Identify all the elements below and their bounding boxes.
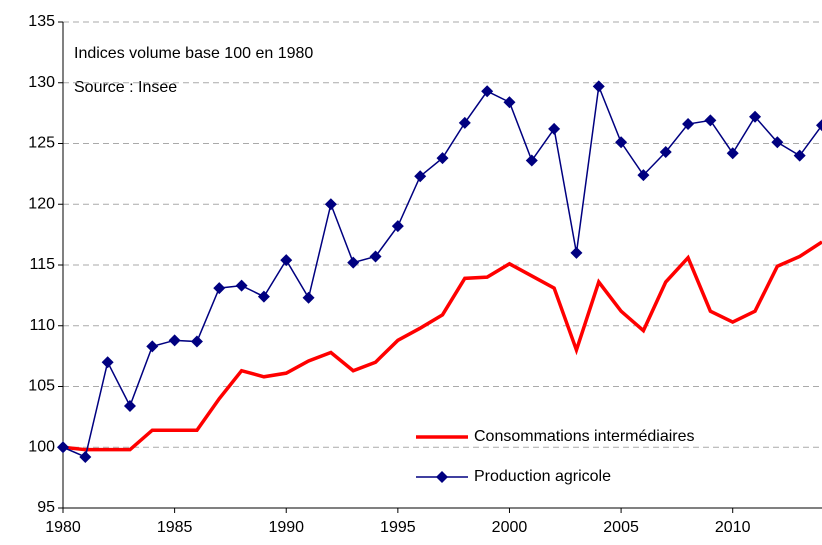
x-tick-label: 2000 <box>492 519 528 536</box>
legend-label: Consommations intermédiaires <box>474 428 695 445</box>
marker <box>592 80 605 93</box>
marker <box>704 114 717 127</box>
marker <box>235 279 248 292</box>
y-tick-label: 95 <box>37 499 55 516</box>
marker <box>324 198 337 211</box>
y-tick-label: 135 <box>28 13 55 30</box>
y-tick-label: 120 <box>28 195 55 212</box>
marker <box>793 149 806 162</box>
marker <box>659 146 672 159</box>
marker <box>682 118 695 131</box>
marker <box>525 154 538 167</box>
x-tick-label: 1985 <box>157 519 193 536</box>
y-tick-label: 125 <box>28 135 55 152</box>
series-line <box>62 83 822 459</box>
marker <box>347 256 360 269</box>
y-tick-label: 110 <box>29 317 55 334</box>
marker <box>57 441 69 454</box>
annotation: Indices volume base 100 en 1980 <box>74 45 313 62</box>
marker <box>615 136 628 149</box>
marker <box>637 169 650 182</box>
marker <box>280 254 293 267</box>
marker <box>168 334 181 347</box>
x-tick-label: 1980 <box>45 519 81 536</box>
y-tick-label: 105 <box>28 378 55 395</box>
marker <box>123 399 136 412</box>
marker <box>190 335 203 348</box>
annotation: Source : Insee <box>74 79 177 96</box>
legend-label: Production agricole <box>474 468 611 485</box>
marker <box>391 220 404 233</box>
x-tick-label: 1990 <box>268 519 304 536</box>
series-line <box>62 240 822 452</box>
marker <box>749 110 762 123</box>
marker <box>481 85 494 98</box>
y-tick-label: 130 <box>28 74 55 91</box>
marker <box>414 170 427 183</box>
marker <box>570 246 583 259</box>
marker <box>726 147 739 160</box>
y-tick-label: 115 <box>29 256 55 273</box>
marker <box>816 119 822 132</box>
marker <box>213 282 226 295</box>
y-tick-label: 100 <box>28 438 55 455</box>
x-tick-label: 2010 <box>715 519 751 536</box>
marker <box>503 96 516 109</box>
marker <box>436 152 449 165</box>
legend-marker <box>436 471 448 483</box>
marker <box>79 450 92 463</box>
marker <box>369 250 382 263</box>
x-tick-label: 2005 <box>603 519 639 536</box>
marker <box>771 136 784 149</box>
marker <box>146 340 159 353</box>
marker <box>548 122 561 135</box>
marker <box>302 291 315 304</box>
marker <box>101 356 114 369</box>
marker <box>458 116 471 129</box>
x-tick-label: 1995 <box>380 519 416 536</box>
marker <box>257 290 270 303</box>
